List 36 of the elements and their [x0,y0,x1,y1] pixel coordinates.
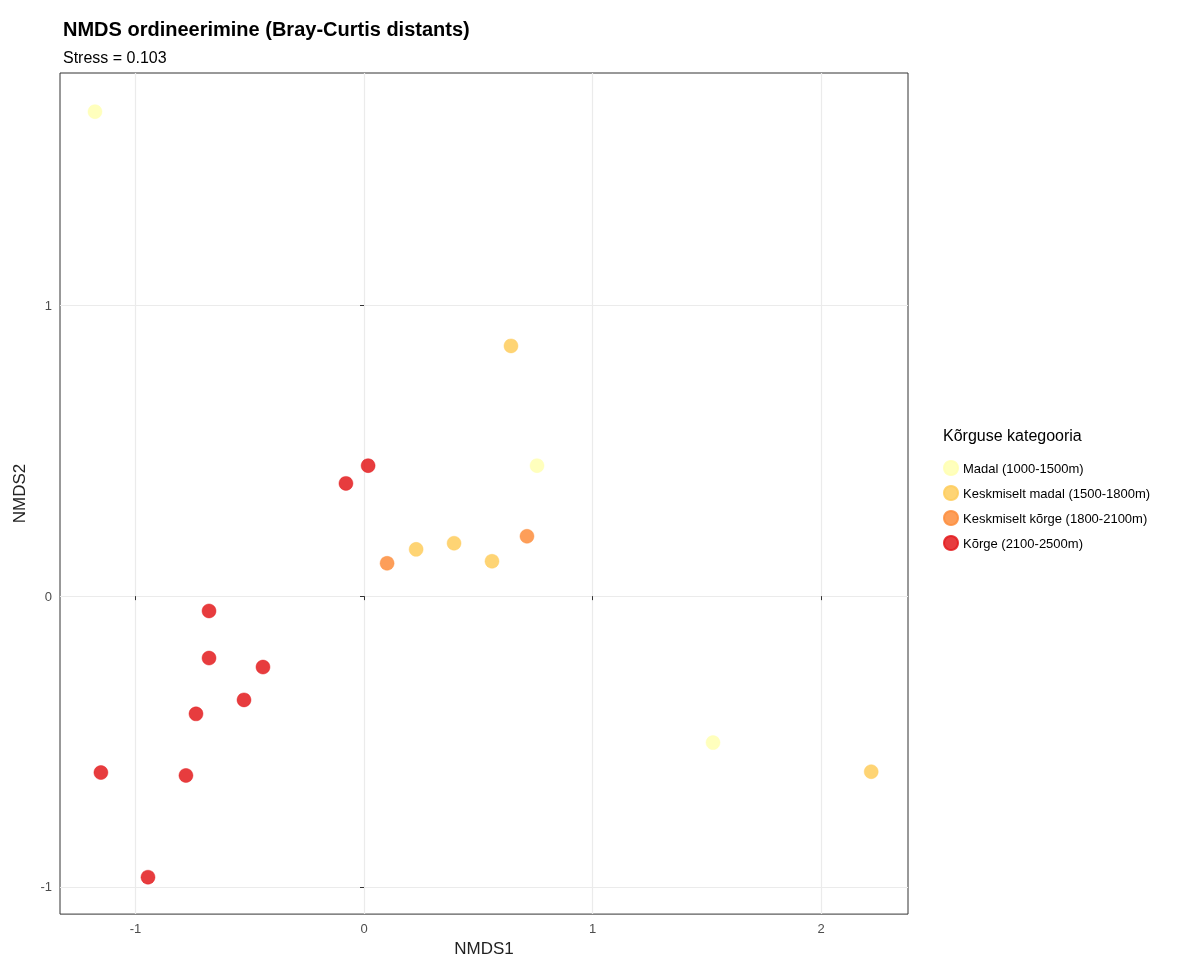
point [201,603,217,619]
legend-label: Madal (1000-1500m) [963,460,1084,476]
point [705,735,721,750]
x-tick-label: 1 [588,921,597,937]
chart-title: NMDS ordineerimine (Bray-Curtis distants) [63,18,470,40]
legend-label: Keskmiselt kõrge (1800-2100m) [963,510,1148,526]
legend-title: Kõrguse kategooria [943,426,1082,444]
y-tick-label: 0 [44,588,52,604]
y-tick-label: -1 [40,879,52,895]
point [188,706,204,722]
point [178,768,194,783]
point [863,764,879,779]
y-axis-title: NMDS2 [10,463,29,524]
point [529,458,545,473]
y-tick-label: 1 [44,298,52,314]
chart-subtitle: Stress = 0.103 [63,48,167,66]
point [87,104,103,119]
point [360,458,376,473]
point [338,476,354,491]
point [201,650,217,666]
point [379,556,395,571]
point [236,692,252,708]
x-tick-label: -1 [129,921,142,937]
point [140,869,156,885]
point [503,338,519,354]
point [484,554,500,569]
x-axis-title: NMDS1 [454,939,514,958]
x-tick-label: 2 [817,921,825,937]
point [255,659,271,675]
x-tick-label: 0 [360,921,368,937]
point [408,542,424,557]
legend-label: Kõrge (2100-2500m) [963,535,1083,551]
point [446,536,462,551]
point [93,765,109,780]
point [519,529,535,544]
legend-label: Keskmiselt madal (1500-1800m) [963,485,1151,501]
